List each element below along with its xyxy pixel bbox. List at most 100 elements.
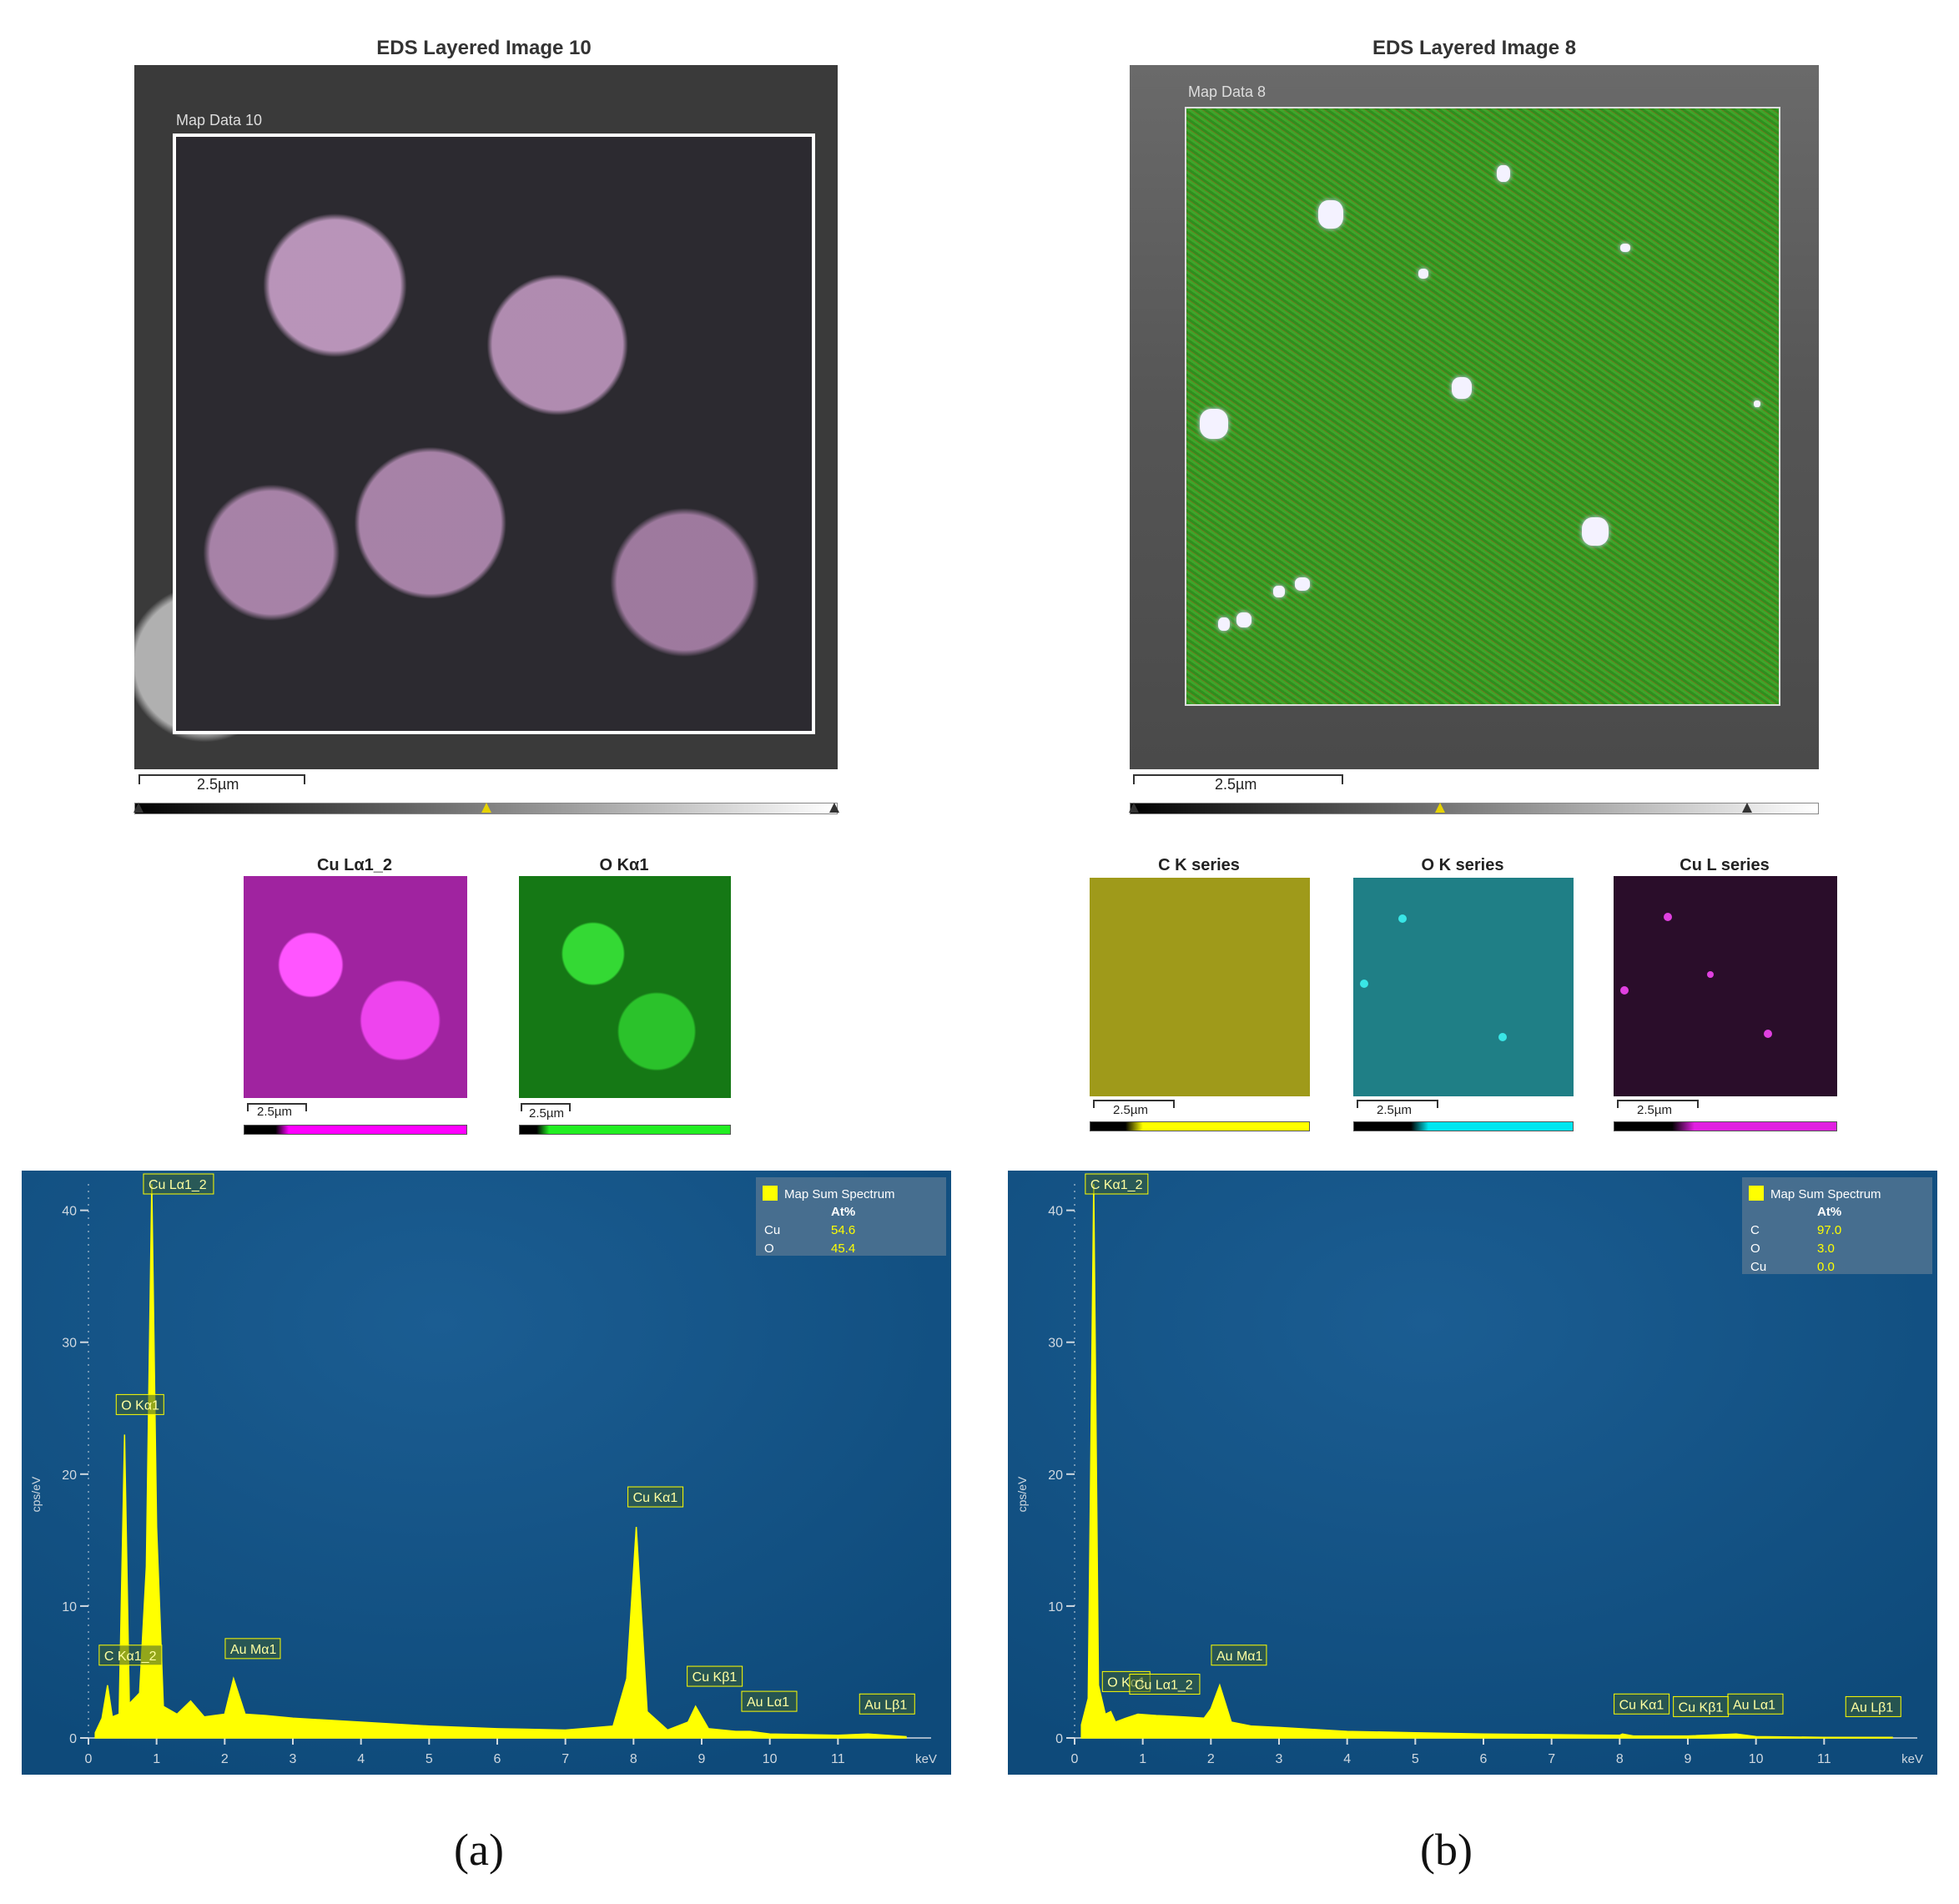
caption-a: (a) <box>454 1825 504 1875</box>
x-tick-label: 4 <box>1343 1752 1351 1766</box>
y-tick-label: 20 <box>62 1468 77 1483</box>
legend-value: 97.0 <box>1817 1223 1841 1237</box>
peak-label: Au Lβ1 <box>1845 1695 1901 1717</box>
x-tick-label: 7 <box>1548 1752 1555 1766</box>
caption-b: (b) <box>1420 1825 1473 1875</box>
peak-label-box <box>859 1693 915 1715</box>
x-tick-label: 10 <box>763 1752 778 1766</box>
legend-element: O <box>1750 1242 1760 1256</box>
legend-box <box>1742 1177 1932 1274</box>
particle <box>1707 971 1714 978</box>
legend-value: 54.6 <box>831 1223 855 1237</box>
thumb-map-cu-a <box>244 876 467 1098</box>
panel-b-title: EDS Layered Image 8 <box>1372 37 1577 59</box>
map-region-b <box>1185 107 1780 706</box>
peak-label-box <box>741 1690 798 1712</box>
peak-label-text: Cu Kβ1 <box>1679 1700 1724 1715</box>
x-axis-label: keV <box>915 1752 937 1766</box>
particle <box>1620 986 1629 995</box>
slider-marker-low-a[interactable] <box>133 803 144 813</box>
spectrum-chart-a: 0 10 20 30 40 0 1 2 3 4 5 6 7 8 9 10 11 keV cps/eV C Kα1_2 O… <box>22 1171 951 1775</box>
particle <box>1452 377 1472 399</box>
peak-label: Au Lβ1 <box>859 1693 915 1715</box>
x-tick-label: 6 <box>494 1752 501 1766</box>
legend-value: 45.4 <box>831 1242 855 1256</box>
thumb-scale-bar-o-a <box>521 1103 571 1111</box>
y-tick-label: 40 <box>62 1205 77 1219</box>
particle <box>1497 165 1510 182</box>
particle <box>1398 914 1407 923</box>
peak-label-text: Cu Lα1_2 <box>149 1178 207 1192</box>
legend-header: At% <box>831 1205 855 1219</box>
particle <box>1620 244 1630 252</box>
x-tick-label: 10 <box>1749 1752 1764 1766</box>
particle <box>1318 200 1343 229</box>
peak-label-box <box>1211 1645 1267 1666</box>
peak-label: Cu Kα1 <box>1614 1693 1670 1715</box>
map-region-a <box>173 133 815 734</box>
peak-label: Cu Kβ1 <box>1673 1695 1730 1717</box>
thumb-color-bar-cu-b <box>1614 1121 1837 1131</box>
peak-label-text: Au Mα1 <box>1216 1650 1263 1664</box>
legend-element: Cu <box>1750 1260 1766 1274</box>
x-tick-label: 9 <box>698 1752 706 1766</box>
sem-image-a: Map Data 10 <box>134 65 838 769</box>
legend-series-name: Map Sum Spectrum <box>784 1187 895 1201</box>
y-tick-label: 10 <box>1048 1600 1063 1614</box>
x-tick-label: 8 <box>630 1752 637 1766</box>
peak-label-box <box>627 1486 684 1508</box>
x-tick-label: 2 <box>1207 1752 1215 1766</box>
peak-label-text: O Kα1 <box>121 1398 159 1413</box>
thumb-color-bar-c-b <box>1090 1121 1310 1131</box>
peak-label-text: Au Lβ1 <box>1851 1700 1893 1715</box>
spectrum-chart-b: 0 10 20 30 40 0 1 2 3 4 5 6 7 8 9 10 11 keV cps/eV C Kα1_2 O… <box>1008 1171 1937 1775</box>
scale-bar-a <box>138 774 305 784</box>
particle <box>1764 1030 1772 1038</box>
peak-label: Au Lα1 <box>1727 1693 1784 1715</box>
particle <box>1754 400 1760 407</box>
peak-label-text: Cu Kβ1 <box>692 1670 738 1685</box>
legend-value: 0.0 <box>1817 1260 1835 1274</box>
peak-label-text: C Kα1_2 <box>104 1650 157 1664</box>
x-tick-label: 3 <box>1276 1752 1283 1766</box>
peak-label-box <box>224 1638 281 1660</box>
y-tick-label: 0 <box>1055 1732 1063 1746</box>
x-tick-label: 4 <box>357 1752 365 1766</box>
thumb-map-o-b <box>1353 878 1574 1096</box>
slider-marker-high-a[interactable] <box>829 803 839 813</box>
gray-scale-bar-b <box>1130 803 1819 814</box>
x-tick-label: 9 <box>1685 1752 1692 1766</box>
y-tick-label: 30 <box>62 1337 77 1351</box>
slider-marker-mid-b[interactable] <box>1435 803 1445 813</box>
legend-element: Cu <box>764 1223 780 1237</box>
slider-marker-high-b[interactable] <box>1742 803 1752 813</box>
peak-label: C Kα1_2 <box>98 1645 163 1666</box>
y-axis-label: cps/eV <box>1015 1476 1029 1512</box>
peak-label-text: Au Lα1 <box>747 1695 789 1710</box>
spectrum-background <box>22 1171 951 1775</box>
peak-label-text: Au Lβ1 <box>864 1698 907 1712</box>
peak-label-text: Cu Kα1 <box>633 1491 678 1505</box>
legend-header: At% <box>1817 1205 1841 1219</box>
peak-label: Cu Lα1_2 <box>143 1173 214 1195</box>
x-tick-label: 11 <box>831 1752 845 1766</box>
peak-label-box <box>1614 1693 1670 1715</box>
particle <box>1236 612 1251 627</box>
legend-box <box>756 1177 946 1256</box>
thumb-scale-bar-cu-a <box>247 1103 307 1111</box>
legend-value: 3.0 <box>1817 1242 1835 1256</box>
thumb-scale-label-cu-b: 2.5µm <box>1637 1103 1672 1117</box>
y-tick-label: 20 <box>1048 1468 1063 1483</box>
peak-label-box <box>143 1173 214 1195</box>
slider-marker-low-b[interactable] <box>1129 803 1139 813</box>
thumb-color-bar-cu-a <box>244 1125 467 1135</box>
particle <box>1418 269 1428 279</box>
y-axis-label: cps/eV <box>29 1476 43 1512</box>
x-tick-label: 1 <box>153 1752 160 1766</box>
peak-label-box <box>687 1665 743 1687</box>
peak-label: Au Mα1 <box>1211 1645 1267 1666</box>
peak-label-text: C Kα1_2 <box>1090 1178 1143 1192</box>
slider-marker-mid-a[interactable] <box>481 803 491 813</box>
x-tick-label: 3 <box>290 1752 297 1766</box>
x-tick-label: 11 <box>1817 1752 1831 1766</box>
